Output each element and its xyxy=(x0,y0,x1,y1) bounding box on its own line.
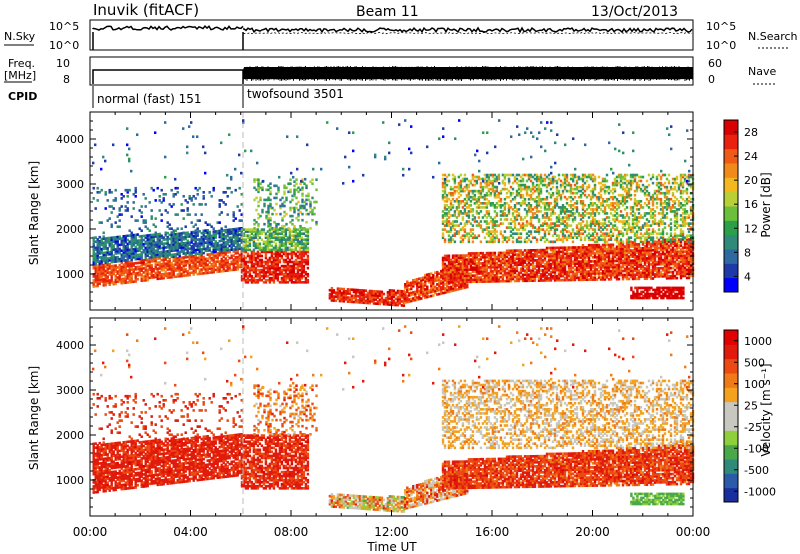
colorbar-tick-label: 24 xyxy=(744,150,758,163)
colorbar-swatch xyxy=(724,206,738,221)
colorbar-swatch xyxy=(724,234,738,250)
nsky-tick-top: 10^5 xyxy=(49,20,79,33)
colorbar-tick-label: 16 xyxy=(744,198,758,211)
colorbar-swatch xyxy=(724,416,738,431)
colorbar-swatch xyxy=(724,134,738,150)
colorbar-swatch xyxy=(724,444,738,460)
nsky-label: N.Sky xyxy=(4,30,36,43)
power-heatmap-cells xyxy=(92,119,695,307)
freq-unit: [MHz] xyxy=(4,69,36,82)
colorbar-tick-label: 8 xyxy=(744,246,751,259)
power-colorbar: 28 24 20 16 12 8 4 xyxy=(723,119,758,293)
colorbar-tick-label: 1000 xyxy=(744,335,772,348)
freq-tick-top: 10 xyxy=(56,57,70,70)
colorbar-swatch xyxy=(724,459,738,474)
colorbar-swatch xyxy=(724,191,738,207)
nave-tick-top: 60 xyxy=(708,57,722,70)
velocity-colorbar: 1000 500 100 25 -25 -100 -500 -1000 xyxy=(723,329,776,503)
nave-tick-bottom: 0 xyxy=(708,73,715,86)
freq-tick-bottom: 8 xyxy=(63,73,70,86)
velocity-colorbar-label: Velocity [m s⁻¹] xyxy=(759,363,773,456)
colorbar-tick-label: 25 xyxy=(744,399,758,412)
colorbar-swatch xyxy=(724,344,738,360)
colorbar-swatch xyxy=(724,473,738,489)
x-tick-label: 00:00 xyxy=(676,525,711,539)
y-tick-label: 3000 xyxy=(56,178,84,191)
y-tick-label: 1000 xyxy=(56,268,84,281)
colorbar-tick-label: 12 xyxy=(744,222,758,235)
power-colorbar-label: Power [dB] xyxy=(759,172,773,237)
y-tick-label: 2000 xyxy=(56,223,84,236)
freq-label: Freq. xyxy=(8,57,35,70)
colorbar-swatch xyxy=(724,373,738,388)
colorbar-swatch xyxy=(724,163,738,178)
power-panel: 1000 2000 3000 4000 xyxy=(56,111,695,311)
colorbar-swatch xyxy=(724,358,738,374)
colorbar-swatch xyxy=(724,387,738,403)
cpid-mode-normal: normal (fast) 151 xyxy=(97,92,201,106)
colorbar-swatch xyxy=(724,401,738,417)
cpid-label: CPID xyxy=(8,90,37,103)
nsky-tick-bottom-right: 10^0 xyxy=(706,39,736,52)
nsky-tick-bottom: 10^0 xyxy=(49,39,79,52)
colorbar-tick-label: -1000 xyxy=(744,485,776,498)
colorbar-swatch xyxy=(724,263,738,279)
colorbar-swatch xyxy=(724,330,738,345)
colorbar-tick-label: 28 xyxy=(744,126,758,139)
colorbar-swatch xyxy=(724,120,738,135)
x-tick-label: 16:00 xyxy=(475,525,510,539)
colorbar-swatch xyxy=(724,177,738,193)
x-tick-label: 20:00 xyxy=(575,525,610,539)
colorbar-swatch xyxy=(724,249,738,264)
colorbar-swatch xyxy=(724,220,738,236)
nsky-strip xyxy=(89,19,694,51)
colorbar-tick-label: 4 xyxy=(744,270,751,283)
colorbar-swatch xyxy=(724,277,738,293)
colorbar-swatch xyxy=(724,148,738,164)
x-tick-label: 12:00 xyxy=(374,525,409,539)
nsky-tick-top-right: 10^5 xyxy=(706,20,736,33)
cpid-strip xyxy=(92,86,244,108)
colorbar-tick-label: 500 xyxy=(744,356,765,369)
y-tick-label: 4000 xyxy=(56,339,84,352)
nave-label: Nave xyxy=(748,65,776,78)
y-tick-label: 2000 xyxy=(56,429,84,442)
x-tick-label: 04:00 xyxy=(173,525,208,539)
station-title: Inuvik (fitACF) xyxy=(93,1,199,19)
colorbar-tick-label: 20 xyxy=(744,174,758,187)
beam-title: Beam 11 xyxy=(356,4,419,20)
velocity-ylabel: Slant Range [km] xyxy=(27,366,41,470)
date-title: 13/Oct/2013 xyxy=(591,4,678,20)
freq-strip xyxy=(89,56,694,86)
colorbar-tick-label: 100 xyxy=(744,378,765,391)
x-tick-label: 08:00 xyxy=(274,525,309,539)
nsearch-label: N.Search xyxy=(748,30,798,43)
colorbar-tick-label: -25 xyxy=(744,421,762,434)
y-tick-label: 4000 xyxy=(56,133,84,146)
cpid-mode-twofsound: twofsound 3501 xyxy=(247,87,344,101)
power-ylabel: Slant Range [km] xyxy=(27,161,41,265)
velocity-panel: 1000 2000 3000 4000 xyxy=(56,317,695,517)
colorbar-swatch xyxy=(724,430,738,446)
x-tick-label: 00:00 xyxy=(73,525,108,539)
velocity-heatmap-cells xyxy=(92,325,695,513)
y-tick-label: 3000 xyxy=(56,384,84,397)
colorbar-tick-label: -100 xyxy=(744,442,769,455)
y-tick-label: 1000 xyxy=(56,474,84,487)
colorbar-swatch xyxy=(724,487,738,503)
x-axis-label: Time UT xyxy=(366,540,417,554)
colorbar-tick-label: -500 xyxy=(744,464,769,477)
